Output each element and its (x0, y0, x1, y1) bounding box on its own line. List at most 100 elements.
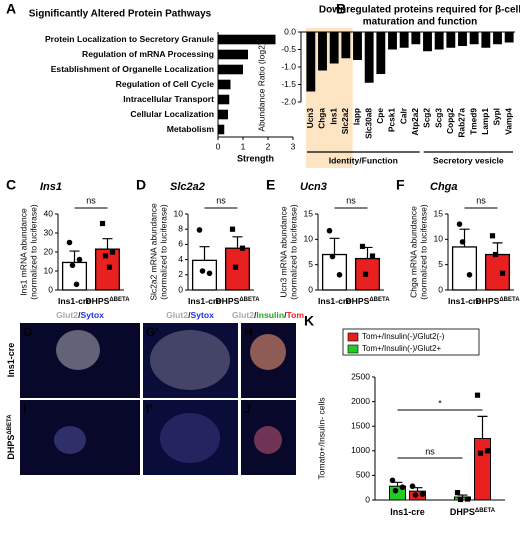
data-point (206, 270, 213, 277)
data-point (362, 271, 369, 277)
islet (150, 330, 230, 390)
x-tick-label: DHPSΔBETA (85, 296, 130, 306)
data-point (399, 484, 406, 491)
bar (218, 49, 248, 60)
legend-box (342, 328, 480, 356)
stain-part: Sytox (190, 310, 214, 320)
data-point (196, 227, 203, 233)
data-point (492, 251, 499, 258)
data-point (454, 490, 461, 496)
y-tick-label: 0 (48, 284, 53, 294)
data-point (474, 392, 481, 398)
category-label: Slc2a2 (340, 108, 350, 135)
panel-letter: A (6, 1, 16, 17)
stain-part: / (254, 310, 257, 320)
x-tick-label-sup: ΔBETA (475, 508, 496, 514)
category-label: Rab27a (457, 108, 467, 138)
image-label: G' (146, 325, 158, 339)
y-axis-label: Ucn3 mRNA abundance (278, 206, 288, 297)
panel-letter: C (6, 177, 16, 193)
y-tick-label: 4 (178, 254, 183, 264)
row-label-main: DHPS (6, 435, 16, 460)
data-point (392, 487, 399, 494)
stain-part: / (188, 310, 191, 320)
bar (341, 32, 351, 59)
stain-part: Glut2 (166, 310, 188, 320)
x-tick-label: 1 (241, 141, 246, 151)
y-tick-label: 0 (308, 284, 313, 294)
data-point (457, 496, 464, 503)
category-label: Scg2 (422, 108, 432, 128)
bar (458, 32, 467, 46)
data-point (102, 253, 109, 259)
data-point (489, 233, 496, 239)
y-tick-label: 10 (174, 208, 184, 218)
bar (218, 79, 231, 90)
data-point (73, 281, 80, 288)
x-tick-label-main: DHPS (475, 296, 499, 306)
bar (218, 109, 228, 120)
x-tick-label: DHPSΔBETA (450, 507, 496, 517)
significance-label: * (438, 398, 442, 408)
stain-part: Sytox (80, 310, 104, 320)
y-tick-label: 30 (44, 227, 54, 237)
y-tick-label: 15 (304, 208, 314, 218)
stain-part: Tom (286, 310, 304, 320)
stain-part: / (78, 310, 81, 320)
y-tick-label: 6 (178, 239, 183, 249)
y-axis-label: Tomato+/Insulin- cells (316, 398, 326, 480)
stain-part: / (284, 310, 287, 320)
x-tick-label: 0 (216, 141, 221, 151)
x-tick-label-main: Ins1-cre (390, 507, 425, 517)
bar (469, 32, 479, 45)
x-tick-label-main: Ins1-cre (318, 296, 351, 306)
data-point (477, 450, 484, 456)
y-tick-label: 2 (178, 269, 183, 279)
bar (353, 32, 362, 60)
row-label-sup: ΔBETA (7, 414, 13, 435)
significance-label: ns (425, 446, 435, 456)
x-tick-label: DHPSΔBETA (345, 296, 390, 306)
y-axis-label: (normalized to luciferase) (288, 204, 298, 300)
significance-label: ns (346, 195, 356, 205)
data-point (229, 226, 236, 232)
x-tick-label-main: Ins1-cre (448, 296, 481, 306)
significance-label: ns (476, 195, 486, 205)
category-label: Establishment of Organelle Localization (51, 64, 214, 74)
data-point (336, 272, 343, 278)
y-tick-label: -1.5 (281, 79, 296, 89)
x-tick-label-sup: ΔBETA (369, 297, 390, 303)
panel-letter: B (336, 1, 346, 17)
data-point (239, 245, 246, 251)
bar (446, 32, 456, 48)
y-tick-label: -0.5 (281, 44, 296, 54)
y-tick-label: 5 (438, 259, 443, 269)
y-axis-label: Abundance Ratio (log2) (256, 42, 266, 131)
data-point (464, 496, 471, 502)
bar (318, 32, 327, 71)
error-bar (199, 246, 210, 261)
bar (329, 32, 339, 64)
x-tick-label: DHPSΔBETA (475, 296, 520, 306)
panel-letter: F (396, 177, 405, 193)
data-point (412, 492, 419, 498)
y-tick-label: -2.0 (281, 96, 296, 106)
chart-title: Slc2a2 (170, 181, 205, 193)
y-tick-label: 40 (44, 208, 54, 218)
data-point (466, 272, 473, 278)
image-label: I' (146, 402, 152, 416)
x-tick-label: DHPSΔBETA (215, 296, 260, 306)
bar (474, 438, 491, 501)
data-point (389, 477, 396, 484)
x-tick-label: Ins1-cre (448, 296, 481, 306)
x-tick-label-main: Ins1-cre (188, 296, 221, 306)
bar (306, 32, 316, 92)
x-tick-label: Ins1-cre (58, 296, 91, 306)
x-tick-label: 3 (291, 141, 296, 151)
y-tick-label: 0.0 (284, 26, 296, 36)
bar (504, 32, 514, 43)
error-bar (232, 236, 243, 249)
row-label-main: Ins1-cre (6, 343, 16, 378)
category-label: Protein Localization to Secretory Granul… (45, 34, 214, 44)
bar (484, 253, 511, 291)
